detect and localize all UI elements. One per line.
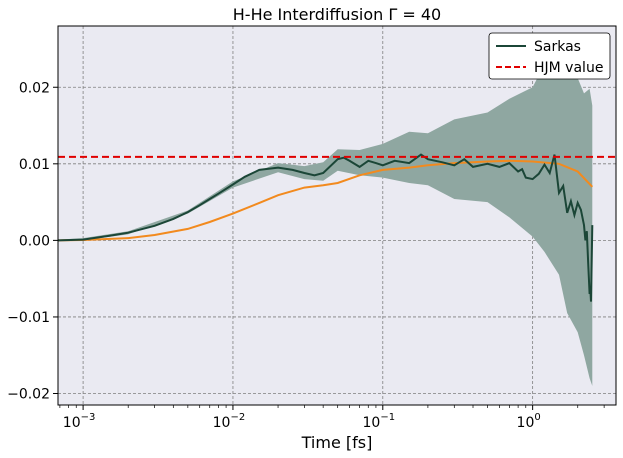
plot-frame [57, 25, 617, 406]
x-tick-label: 10−3 [63, 412, 96, 431]
y-tick-label: 0.02 [19, 80, 50, 96]
orange-curve [58, 159, 594, 242]
x-axis-label: Time [fs] [301, 433, 373, 452]
y-tick-label: −0.02 [7, 387, 50, 403]
chart-title: H-He Interdiffusion Γ = 40 [233, 5, 441, 24]
legend-label-sarkas: Sarkas [534, 39, 581, 55]
uncertainty-band [58, 47, 593, 386]
legend-label-hjm: HJM value [534, 60, 603, 76]
x-axis-ticks: 10−3 10−2 10−1 100 [59, 405, 605, 431]
y-tick-label: −0.01 [7, 310, 50, 326]
legend: Sarkas HJM value [488, 32, 611, 80]
y-tick-label: 0.01 [19, 157, 50, 173]
y-axis-ticks: 0.02 0.01 0.00 −0.01 −0.02 [7, 80, 58, 403]
x-tick-label: 10−1 [363, 412, 396, 431]
sarkas-line [58, 153, 594, 302]
x-tick-label: 10−2 [213, 412, 246, 431]
y-tick-label: 0.00 [19, 233, 50, 249]
x-tick-label: 100 [517, 412, 541, 431]
